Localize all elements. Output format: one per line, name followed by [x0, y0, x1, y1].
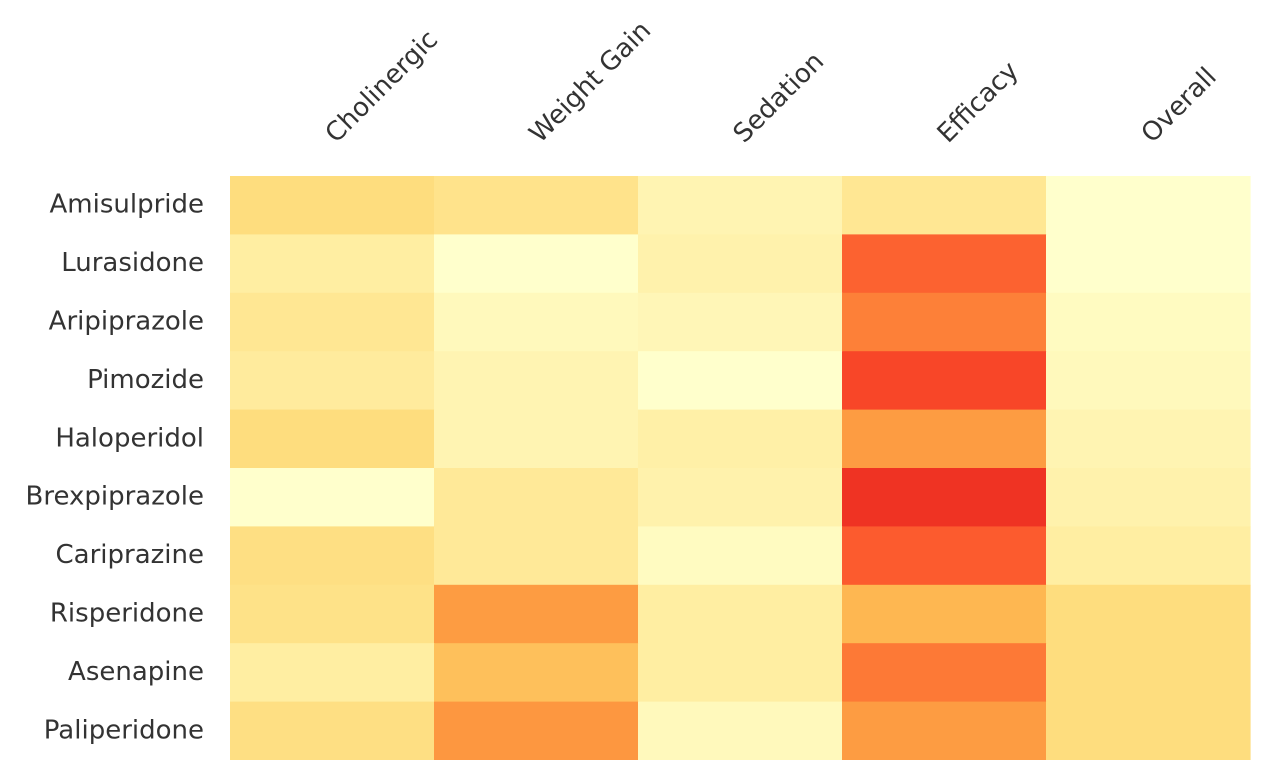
heatmap-cell [1046, 351, 1251, 411]
column-labels: Cholinergic Weight Gain Sedation Efficacy Ov… [320, 16, 1223, 149]
heatmap-cells [230, 176, 1251, 760]
heatmap-cell [230, 409, 435, 469]
heatmap-cell [1046, 234, 1251, 294]
heatmap-cell [638, 643, 843, 703]
heatmap-cell [638, 292, 843, 352]
heatmap-cell [1046, 701, 1251, 760]
heatmap-cell [1046, 526, 1251, 586]
heatmap-cell [638, 351, 843, 411]
heatmap-cell [230, 526, 435, 586]
heatmap-cell [638, 176, 843, 235]
heatmap-cell [638, 234, 843, 294]
row-labels: Amisulpride Lurasidone Aripiprazole Pimozid… [25, 190, 204, 746]
heatmap-cell [842, 292, 1047, 352]
heatmap-cell [842, 351, 1047, 411]
heatmap-cell [230, 584, 435, 644]
row-label: Asenapine [68, 657, 204, 687]
heatmap-cell [1046, 584, 1251, 644]
heatmap-cell [434, 234, 639, 294]
row-label: Risperidone [50, 599, 204, 629]
heatmap-cell [638, 409, 843, 469]
column-label: Sedation [728, 47, 830, 149]
heatmap-cell [842, 643, 1047, 703]
column-label: Cholinergic [320, 25, 444, 149]
heatmap-cell [842, 701, 1047, 760]
row-label: Aripiprazole [49, 307, 204, 337]
heatmap-cell [230, 292, 435, 352]
heatmap-cell [638, 701, 843, 760]
row-label: Cariprazine [56, 540, 204, 570]
column-label: Weight Gain [524, 16, 657, 149]
heatmap-cell [230, 234, 435, 294]
heatmap-cell [842, 526, 1047, 586]
heatmap-cell [1046, 176, 1251, 235]
heatmap-cell [638, 526, 843, 586]
heatmap-cell [842, 584, 1047, 644]
heatmap-cell [230, 643, 435, 703]
row-label: Amisulpride [49, 190, 204, 220]
heatmap-cell [434, 526, 639, 586]
heatmap-cell [434, 292, 639, 352]
heatmap-cell [638, 584, 843, 644]
heatmap-cell [842, 409, 1047, 469]
heatmap-cell [638, 468, 843, 527]
row-label: Pimozide [87, 365, 204, 395]
heatmap-cell [434, 351, 639, 411]
heatmap-cell [1046, 468, 1251, 527]
row-label: Haloperidol [55, 423, 204, 453]
heatmap-cell [434, 584, 639, 644]
row-label: Paliperidone [44, 715, 204, 745]
heatmap-cell [1046, 643, 1251, 703]
heatmap-cell [434, 468, 639, 527]
heatmap-cell [230, 468, 435, 527]
column-label: Overall [1136, 62, 1223, 149]
heatmap-cell [1046, 292, 1251, 352]
heatmap-cell [230, 701, 435, 760]
heatmap-cell [842, 176, 1047, 235]
heatmap-cell [230, 351, 435, 411]
row-label: Brexpiprazole [25, 482, 204, 512]
heatmap-cell [434, 409, 639, 469]
column-label: Efficacy [932, 56, 1025, 149]
heatmap-cell [434, 176, 639, 235]
heatmap-cell [434, 701, 639, 760]
heatmap-cell [842, 468, 1047, 527]
heatmap-cell [842, 234, 1047, 294]
heatmap-cell [1046, 409, 1251, 469]
heatmap-cell [230, 176, 435, 235]
row-label: Lurasidone [61, 248, 204, 278]
heatmap-cell [434, 643, 639, 703]
